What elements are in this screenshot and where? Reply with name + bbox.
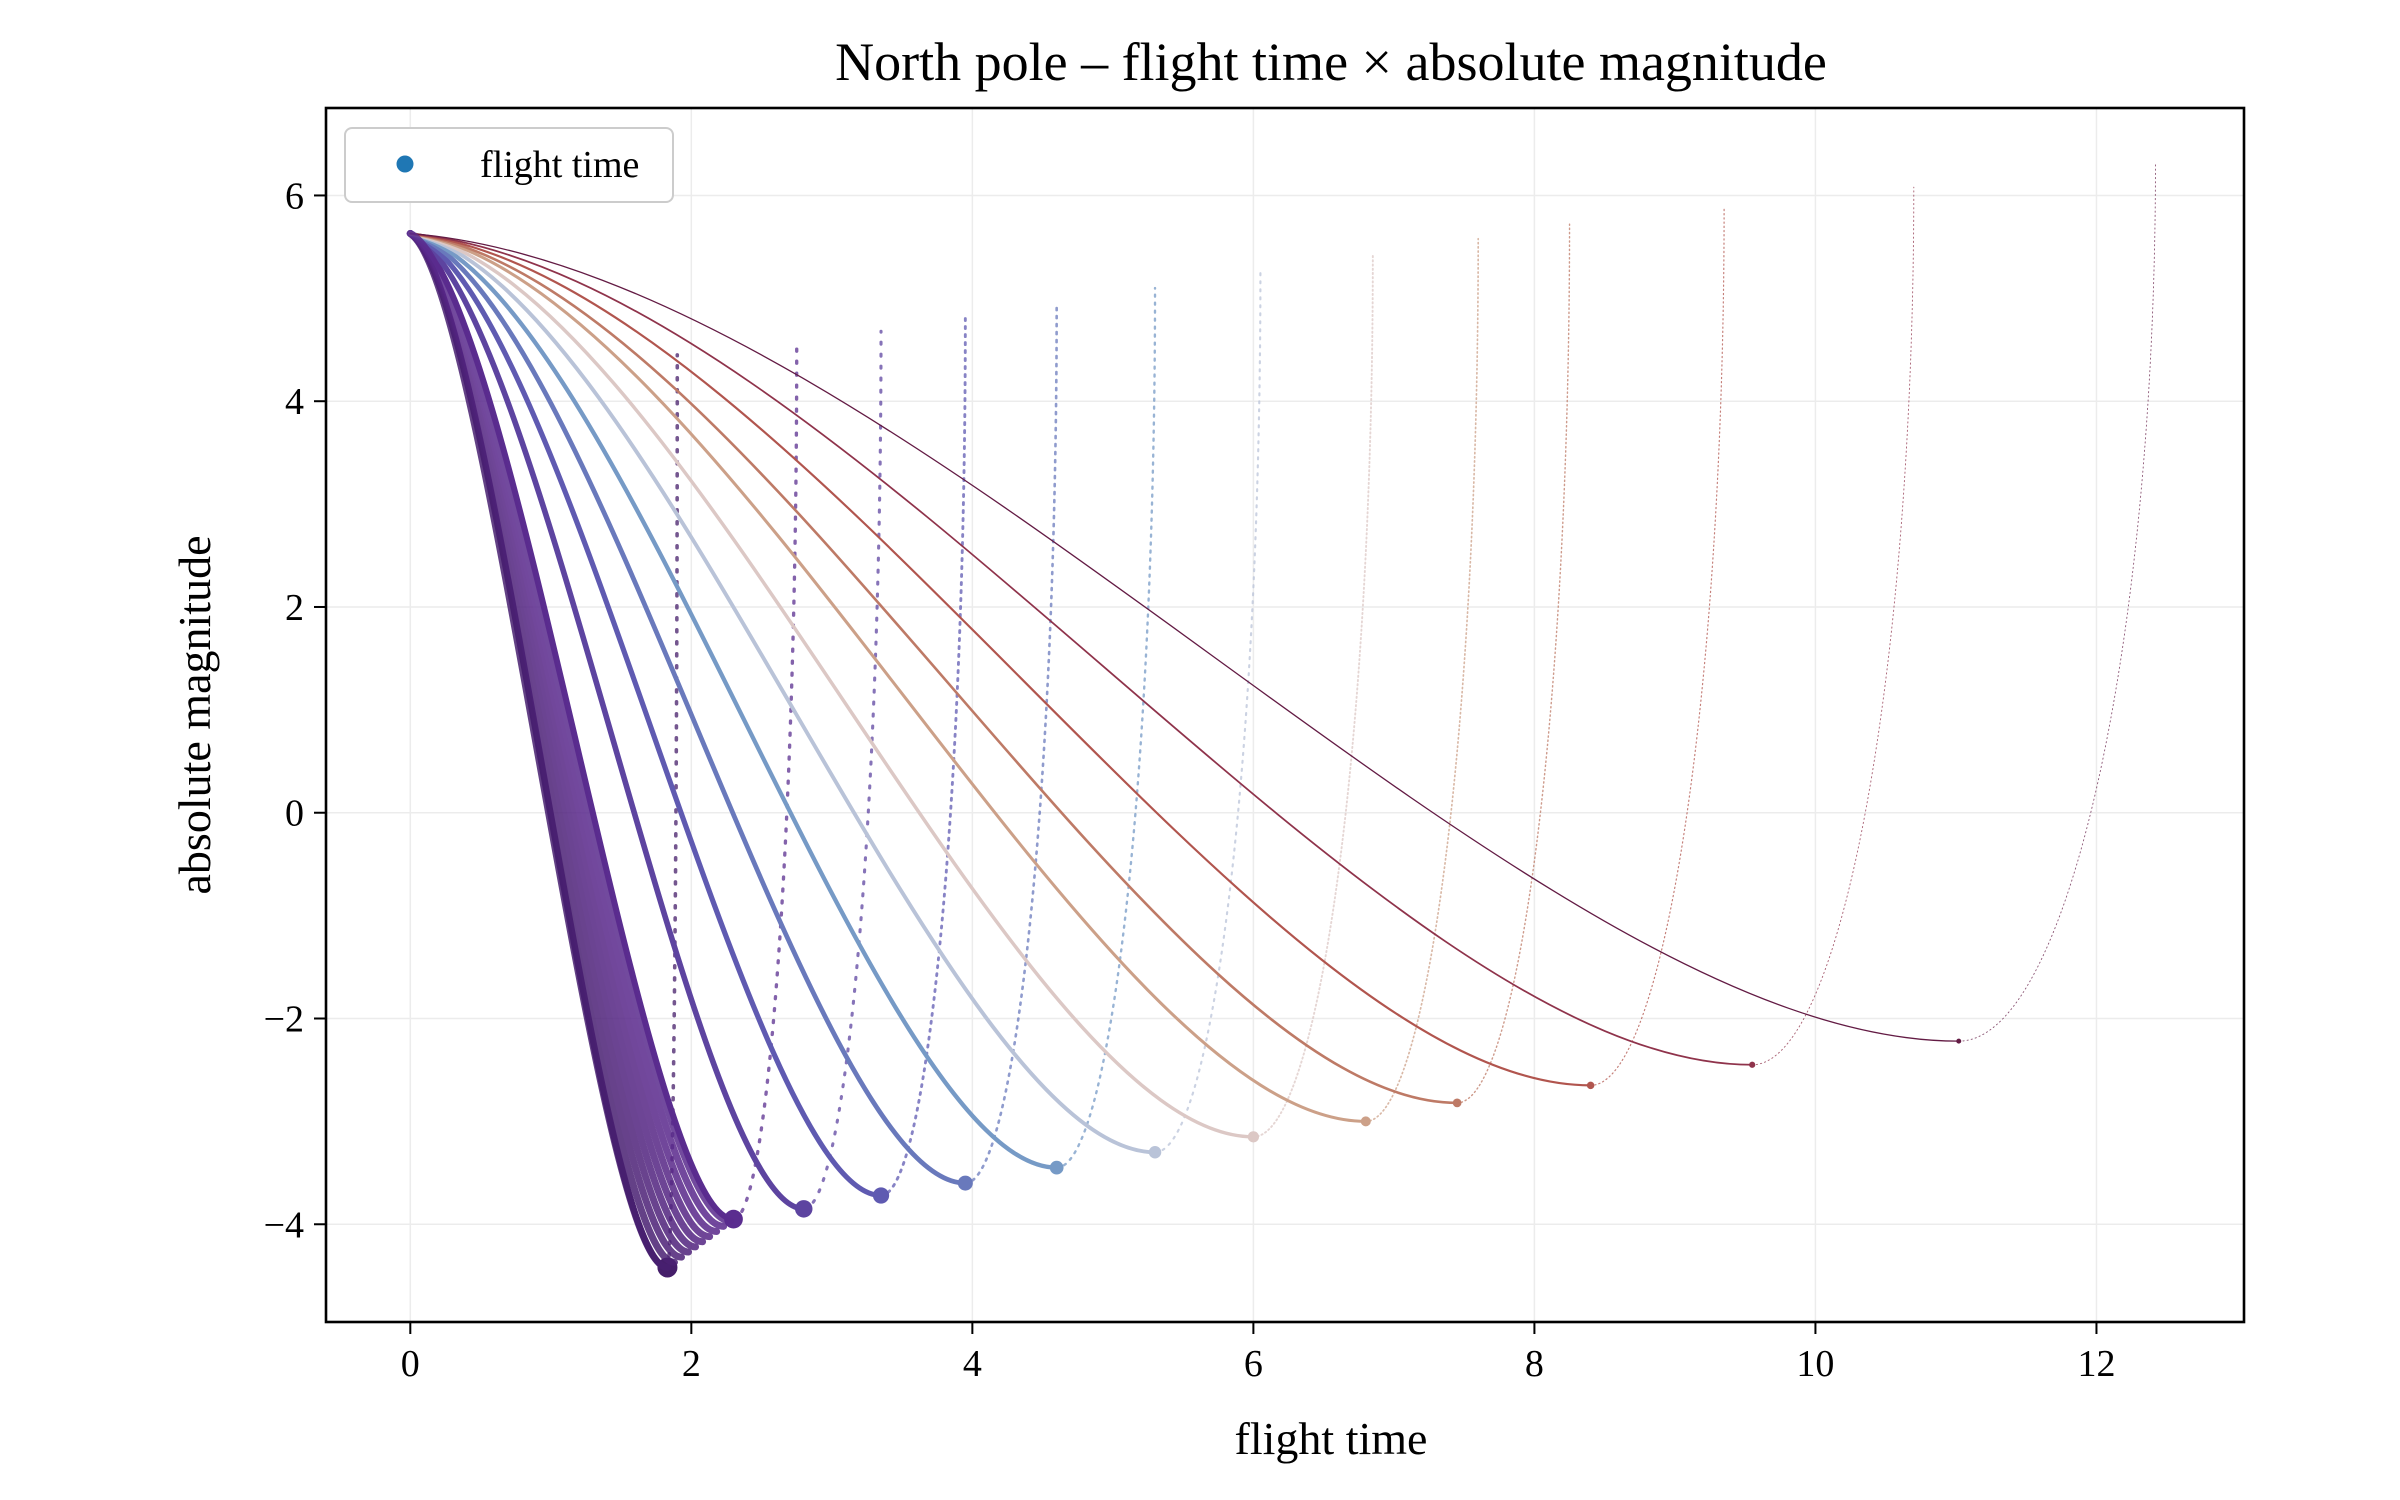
y-axis-label: absolute magnitude: [169, 536, 220, 895]
trajectory-series: [407, 230, 967, 1204]
trajectory-minimum-point: [1452, 1098, 1462, 1108]
legend-label: flight time: [480, 144, 639, 186]
trajectory-series: [408, 231, 1262, 1159]
trajectory-descent-line: [409, 232, 1754, 1066]
trajectory-minimum-point: [1586, 1081, 1595, 1090]
trajectory-ascent-line: [964, 302, 1058, 1185]
y-tick-label: −2: [264, 999, 304, 1041]
trajectory-minimum-point: [794, 1200, 813, 1218]
trajectory-series: [409, 162, 2156, 1044]
y-tick-label: −4: [264, 1204, 304, 1246]
y-tick-label: 4: [285, 381, 304, 423]
trajectory-minimum-point: [1749, 1061, 1756, 1068]
chart-title: North pole – flight time × absolute magn…: [835, 32, 1827, 92]
trajectory-minimum-point: [1049, 1160, 1064, 1175]
axis-ticks: 0 2 4 6 8 10 12 −4 −2 0 2 4 6: [264, 175, 2116, 1385]
trajectory-ascent-line: [1590, 207, 1725, 1086]
dense-sample-line: [406, 230, 735, 1225]
trajectory-minimum-point: [957, 1175, 973, 1191]
legend-box: [344, 127, 674, 203]
trajectory-ascent-line: [1055, 286, 1157, 1169]
x-tick-label: 8: [1525, 1343, 1544, 1385]
trajectory-ascent-line: [802, 329, 883, 1211]
x-tick-label: 2: [682, 1343, 701, 1385]
trajectory-ascent-line: [1364, 237, 1480, 1123]
trajectory-minimum-point: [1148, 1145, 1162, 1159]
trajectory-series: [408, 231, 1157, 1175]
legend: flight time: [344, 127, 674, 203]
y-tick-label: 6: [285, 175, 304, 217]
trajectory-minimum-point: [872, 1187, 890, 1204]
trajectory-descent-line: [408, 231, 1059, 1170]
x-tick-label: 6: [1244, 1343, 1263, 1385]
x-axis-label: flight time: [1235, 1413, 1428, 1464]
trajectory-descent-line: [408, 231, 1256, 1139]
trajectory-ascent-line: [731, 342, 799, 1221]
trajectory-series: [409, 186, 1915, 1068]
series-group: [406, 162, 2156, 1278]
dense-sample-band: [406, 230, 735, 1271]
x-tick-label: 0: [401, 1343, 420, 1385]
trajectory-descent-line: [407, 231, 968, 1186]
trajectory-descent-line: [409, 232, 1592, 1087]
x-tick-label: 10: [1796, 1343, 1834, 1385]
trajectory-series: [409, 207, 1725, 1090]
trajectory-series: [407, 231, 1058, 1191]
x-tick-label: 12: [2077, 1343, 2115, 1385]
trajectory-ascent-line: [879, 315, 967, 1197]
trajectory-series: [408, 231, 1374, 1143]
trajectory-descent-line: [408, 231, 1157, 1155]
trajectory-series: [407, 230, 883, 1218]
trajectory-descent-line: [407, 230, 884, 1199]
trajectory-descent-line: [408, 231, 1368, 1123]
y-tick-label: 2: [285, 587, 304, 629]
trajectory-ascent-line: [1958, 162, 2156, 1042]
trajectory-descent-line: [407, 230, 807, 1212]
x-tick-label: 4: [963, 1343, 982, 1385]
trajectory-series: [409, 223, 1571, 1108]
trajectory-descent-line: [409, 232, 1960, 1042]
trajectory-descent-line: [409, 232, 1459, 1105]
legend-marker: [396, 155, 414, 173]
trajectory-ascent-line: [1751, 186, 1915, 1066]
trajectory-minimum-point: [1247, 1131, 1260, 1143]
trajectory-minimum-point: [1956, 1038, 1962, 1044]
trajectory-ascent-line: [1456, 223, 1571, 1104]
plot-frame: [324, 106, 2246, 1324]
trajectory-series: [408, 231, 1480, 1127]
y-tick-label: 0: [285, 793, 304, 835]
trajectory-minimum-point: [1360, 1116, 1371, 1127]
trajectory-ascent-line: [665, 353, 680, 1270]
trajectory-ascent-line: [1252, 254, 1374, 1138]
